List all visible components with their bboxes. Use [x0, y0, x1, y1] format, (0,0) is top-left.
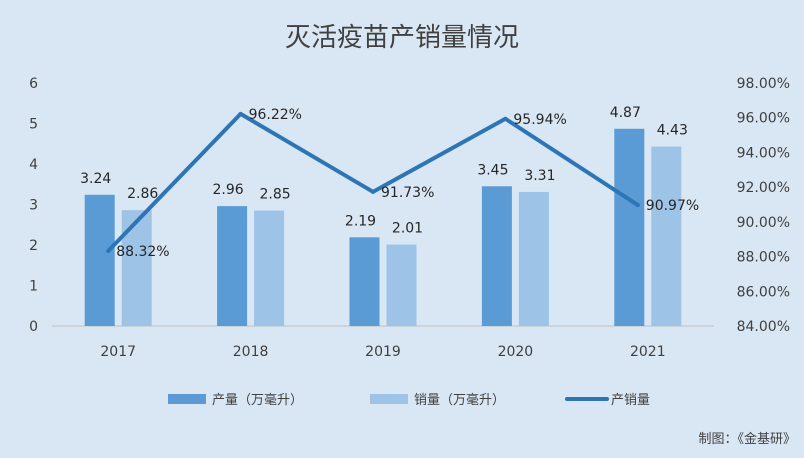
x-tick-label: 2020	[498, 344, 534, 360]
x-tick-label: 2018	[233, 344, 269, 360]
bar-data-label: 2.01	[392, 221, 423, 237]
bar	[481, 186, 512, 326]
source-note: 制图：《金基研》	[698, 431, 796, 447]
y2-tick-label: 92.00%	[737, 180, 790, 196]
bar	[518, 191, 549, 326]
line-point	[238, 111, 243, 116]
line-point	[371, 189, 375, 194]
y-tick-label: 0	[29, 319, 38, 335]
y-tick-label: 3	[29, 198, 38, 214]
legend-swatch	[370, 394, 408, 404]
x-tick-label: 2017	[100, 344, 136, 360]
line-series-path	[106, 111, 640, 254]
bar	[386, 244, 417, 326]
bar-data-label: 2.86	[127, 186, 158, 202]
line-data-label: 90.97%	[646, 198, 699, 214]
y2-tick-label: 88.00%	[737, 250, 790, 266]
line-data-label: 91.73%	[381, 185, 434, 201]
y2-tick-label: 86.00%	[737, 284, 790, 300]
x-tick-label: 2019	[365, 344, 401, 360]
bar-data-label: 2.96	[213, 182, 244, 198]
bar-data-label: 3.45	[477, 162, 508, 178]
y2-tick-label: 94.00%	[737, 145, 790, 161]
line-data-label: 96.22%	[249, 107, 302, 123]
legend-label: 产销量	[611, 393, 650, 408]
line-point	[106, 249, 111, 254]
y-tick-label: 6	[29, 76, 38, 92]
line-data-label: 95.94%	[513, 112, 566, 128]
legend-swatch	[168, 394, 206, 404]
bar-data-label: 3.24	[80, 171, 111, 187]
bar	[254, 210, 285, 326]
bar	[651, 146, 682, 326]
bar-data-label: 3.31	[524, 168, 555, 184]
bar-data-label: 2.19	[345, 213, 376, 229]
bar-data-label: 4.87	[610, 105, 641, 121]
bar	[121, 210, 152, 326]
bar	[349, 237, 380, 326]
bar-data-label: 4.43	[657, 123, 688, 139]
bar	[217, 206, 248, 326]
y2-tick-label: 98.00%	[737, 76, 790, 92]
chart-title: 灭活疫苗产销量情况	[285, 23, 519, 53]
line-point	[635, 203, 640, 208]
y-tick-label: 5	[29, 117, 38, 133]
line-data-label: 88.32%	[116, 244, 169, 260]
bar	[84, 194, 115, 326]
y2-tick-label: 96.00%	[737, 111, 790, 127]
y-tick-label: 4	[29, 157, 38, 173]
y2-tick-label: 90.00%	[737, 215, 790, 231]
bar-data-label: 2.85	[260, 187, 291, 203]
y-tick-label: 2	[29, 238, 38, 254]
legend-label: 销量（万毫升）	[414, 392, 505, 408]
x-tick-label: 2021	[630, 344, 666, 360]
line-point	[503, 116, 508, 121]
y-tick-label: 1	[29, 279, 38, 295]
y2-tick-label: 84.00%	[737, 319, 790, 335]
bar	[614, 128, 645, 326]
legend-label: 产量（万毫升）	[212, 392, 303, 408]
